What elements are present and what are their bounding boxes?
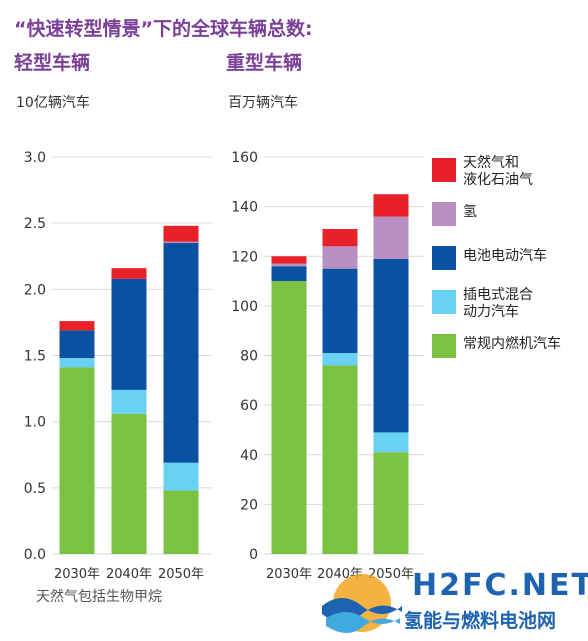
legend-label-hydrogen: 氢	[463, 204, 477, 220]
footnote: 天然气包括生物甲烷	[36, 589, 162, 605]
legend-label-cng-lpg: 天然气和 液化石油气	[463, 155, 533, 188]
light-ytick-label: 0.5	[24, 481, 46, 497]
legend-item-cng-lpg: 天然气和 液化石油气	[432, 155, 588, 189]
heavy-bar-phev-1	[322, 353, 358, 366]
light-vehicles-unit: 10亿辆汽车	[16, 95, 90, 111]
heavy-ytick-label: 120	[231, 249, 258, 265]
heavy-bar-cng_lpg-0	[271, 256, 307, 264]
heavy-bar-hydrogen-2	[373, 216, 409, 259]
heavy-ytick-label: 0	[249, 547, 258, 563]
light-vehicles-title: 轻型车辆	[14, 52, 91, 74]
light-bar-cng_lpg-1	[111, 268, 147, 279]
heavy-xtick-label: 2050年	[368, 567, 414, 582]
light-xtick-label: 2030年	[54, 567, 100, 582]
light-bar-phev-0	[59, 358, 95, 368]
heavy-bar-bev-0	[271, 266, 307, 282]
heavy-bar-bev-2	[373, 258, 409, 433]
light-bar-phev-2	[163, 462, 199, 491]
legend-swatch-hydrogen	[432, 202, 456, 226]
heavy-ytick-label: 40	[240, 448, 258, 464]
light-bar-cng_lpg-2	[163, 225, 199, 242]
light-bar-cng_lpg-0	[59, 321, 95, 331]
legend-label-ice: 常规内燃机汽车	[463, 336, 561, 352]
watermark-logo-icon	[322, 574, 402, 633]
light-bar-phev-1	[111, 389, 147, 414]
heavy-bar-phev-2	[373, 432, 409, 453]
legend-swatch-bev	[432, 246, 456, 270]
heavy-bar-hydrogen-1	[322, 246, 358, 269]
heavy-bar-cng_lpg-1	[322, 228, 358, 247]
heavy-ytick-label: 160	[231, 150, 258, 166]
legend-item-ice: 常规内燃机汽车	[432, 331, 588, 365]
light-ytick-label: 1.5	[24, 349, 46, 365]
legend-swatch-cng-lpg	[432, 158, 456, 182]
heavy-vehicles-unit: 百万辆汽车	[228, 95, 298, 111]
light-bar-hydrogen-2	[163, 241, 199, 244]
light-xtick-label: 2040年	[106, 567, 152, 582]
light-bar-ice-0	[59, 367, 95, 554]
light-ytick-label: 2.0	[24, 282, 46, 298]
light-bar-bev-0	[59, 330, 95, 359]
legend-item-bev: 电池电动汽车	[432, 243, 588, 277]
legend: 天然气和 液化石油气 氢 电池电动汽车 插电式混合 动力汽车 常规内燃机汽车	[432, 155, 588, 375]
watermark-subtext: 氢能与燃料电池网	[404, 610, 557, 632]
heavy-bar-cng_lpg-2	[373, 194, 409, 217]
legend-label-bev: 电池电动汽车	[463, 248, 547, 264]
heavy-bar-ice-2	[373, 452, 409, 554]
heavy-ytick-label: 60	[240, 398, 258, 414]
heavy-bar-hydrogen-0	[271, 263, 307, 267]
light-ytick-label: 3.0	[24, 150, 46, 166]
light-ytick-label: 1.0	[24, 415, 46, 431]
legend-label-phev: 插电式混合 动力汽车	[463, 287, 533, 320]
legend-swatch-phev	[432, 290, 456, 314]
light-bar-bev-2	[163, 243, 199, 463]
watermark-text: H2FC.NET	[412, 568, 588, 603]
light-bar-ice-2	[163, 490, 199, 554]
heavy-ytick-label: 20	[240, 497, 258, 513]
heavy-vehicles-title: 重型车辆	[226, 52, 303, 74]
heavy-xtick-label: 2030年	[266, 567, 312, 582]
heavy-ytick-label: 100	[231, 299, 258, 315]
light-ytick-label: 0.0	[24, 547, 46, 563]
heavy-bar-ice-1	[322, 365, 358, 554]
legend-item-hydrogen: 氢	[432, 199, 588, 233]
light-vehicles-chart: 0.0 0.5 1.0 1.5 2.0 2.5 3.0 2030年 2040年 2050年	[24, 150, 212, 582]
legend-item-phev: 插电式混合 动力汽车	[432, 287, 588, 321]
legend-swatch-ice	[432, 334, 456, 358]
chart-title: “快速转型情景”下的全球车辆总数:	[14, 18, 313, 40]
light-bar-ice-1	[111, 413, 147, 554]
light-bar-bev-1	[111, 278, 147, 390]
light-xtick-label: 2050年	[158, 567, 204, 582]
heavy-bar-ice-0	[271, 281, 307, 554]
heavy-bar-bev-1	[322, 268, 358, 354]
heavy-ytick-label: 140	[231, 200, 258, 216]
light-ytick-label: 2.5	[24, 216, 46, 232]
heavy-ytick-label: 80	[240, 349, 258, 365]
